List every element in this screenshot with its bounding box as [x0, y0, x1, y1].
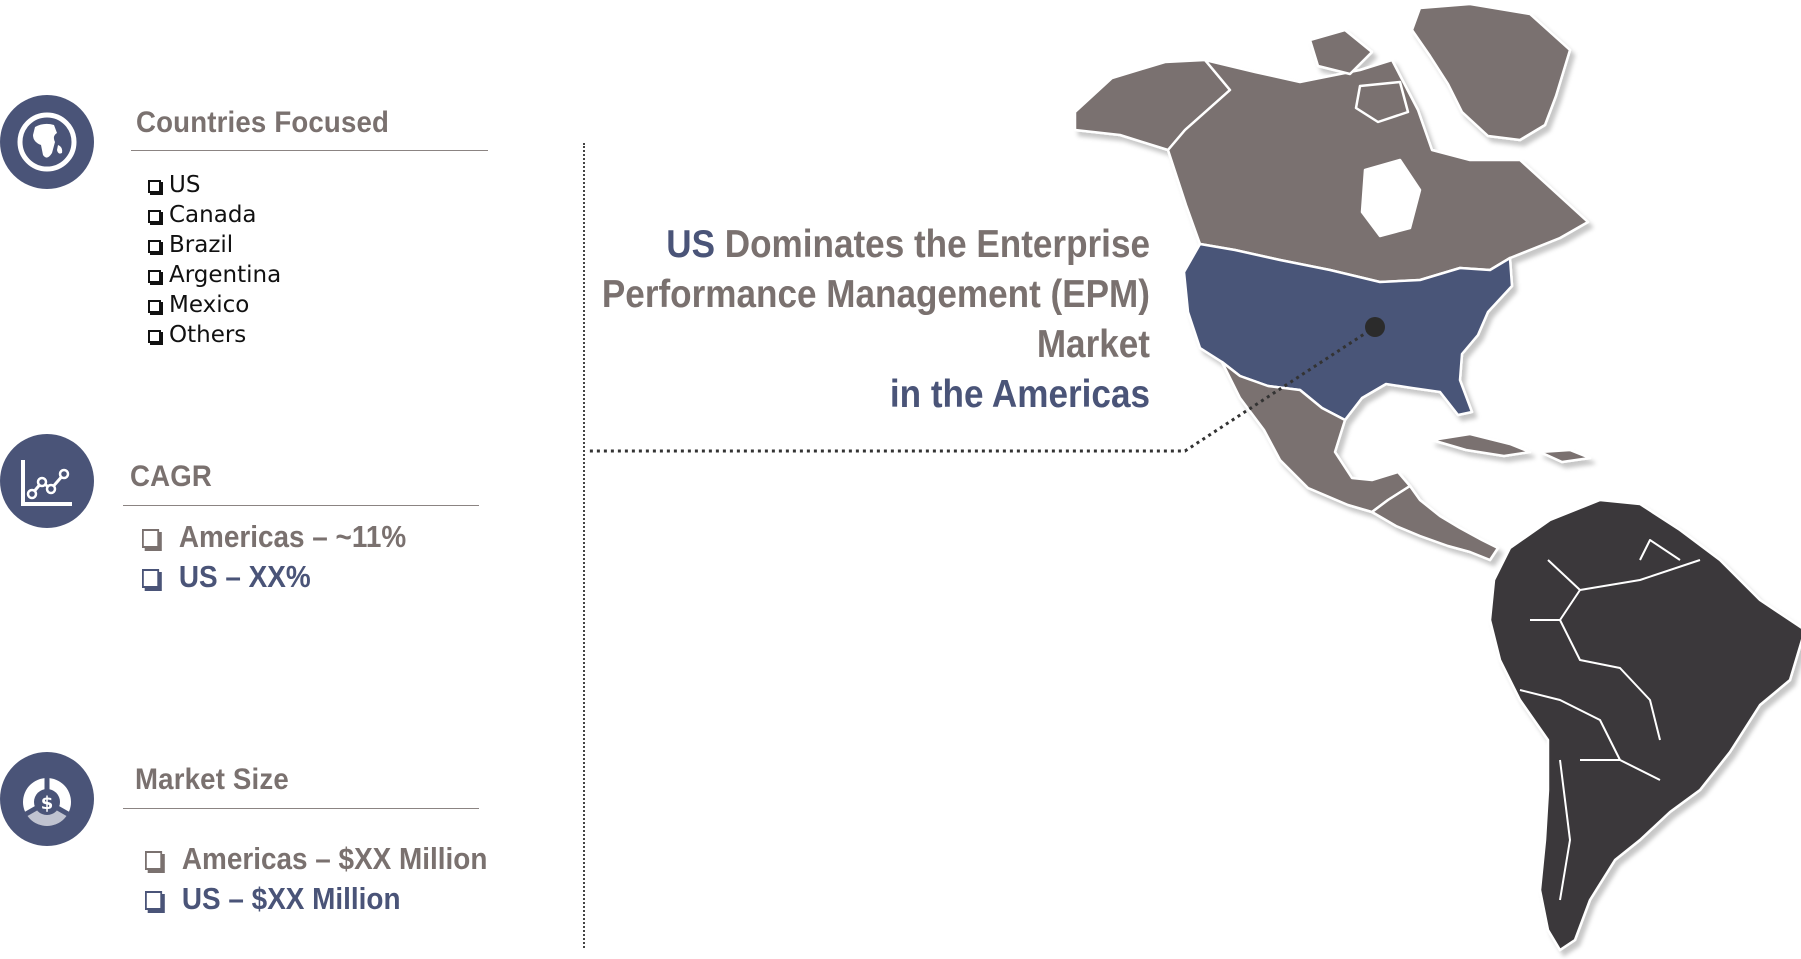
checkbox-bullet-icon — [142, 569, 160, 588]
money-icon-circle: $ — [0, 752, 94, 846]
globe-icon-circle — [0, 95, 94, 189]
callout-connector — [588, 325, 1376, 453]
checkbox-bullet-icon — [148, 300, 161, 313]
south-america-region — [1488, 498, 1801, 952]
checkbox-bullet-icon — [148, 210, 161, 223]
list-item: US – $XX Million — [145, 879, 487, 919]
cagr-divider — [123, 505, 479, 506]
headline-line-2: Performance Management (EPM) — [601, 273, 1150, 316]
checkbox-bullet-icon — [145, 851, 163, 870]
line-chart-icon — [21, 460, 72, 506]
cagr-list: Americas – ~11% US – XX% — [142, 517, 436, 597]
central-america-region — [1370, 484, 1500, 562]
market-size-list: Americas – $XX Million US – $XX Million — [145, 839, 525, 919]
list-item: Canada — [148, 200, 281, 230]
headline-line-1: US Dominates the Enterprise — [666, 223, 1150, 266]
countries-divider — [131, 150, 488, 151]
greenland-region — [1410, 2, 1572, 142]
mexico-region — [1220, 360, 1412, 514]
headline-line-3: Market — [1036, 323, 1150, 366]
checkbox-bullet-icon — [148, 240, 161, 253]
list-item: Argentina — [148, 260, 281, 290]
market-size-title: Market Size — [135, 763, 289, 796]
checkbox-bullet-icon — [148, 270, 161, 283]
checkbox-bullet-icon — [142, 529, 160, 548]
list-item: Others — [148, 320, 281, 350]
checkbox-bullet-icon — [148, 180, 161, 193]
list-item: Americas – ~11% — [142, 517, 406, 557]
headline-line-4: in the Americas — [889, 373, 1150, 416]
us-marker — [1365, 317, 1385, 337]
list-item: US — [148, 170, 281, 200]
countries-focused-title: Countries Focused — [136, 106, 390, 139]
list-item: Mexico — [148, 290, 281, 320]
countries-list: US Canada Brazil Argentina Mexico Others — [148, 170, 281, 350]
globe-icon — [17, 112, 77, 172]
vertical-dotted-divider — [583, 143, 585, 948]
market-size-divider — [123, 808, 479, 809]
checkbox-bullet-icon — [145, 891, 163, 910]
cagr-title: CAGR — [130, 460, 213, 493]
headline: US Dominates the Enterprise Performance … — [602, 220, 1150, 420]
chart-icon-circle — [0, 434, 94, 528]
checkbox-bullet-icon — [148, 330, 161, 343]
list-item: Brazil — [148, 230, 281, 260]
list-item: Americas – $XX Million — [145, 839, 487, 879]
list-item: US – XX% — [142, 557, 406, 597]
money-bag-icon: $ — [23, 778, 71, 827]
svg-text:$: $ — [41, 793, 54, 814]
